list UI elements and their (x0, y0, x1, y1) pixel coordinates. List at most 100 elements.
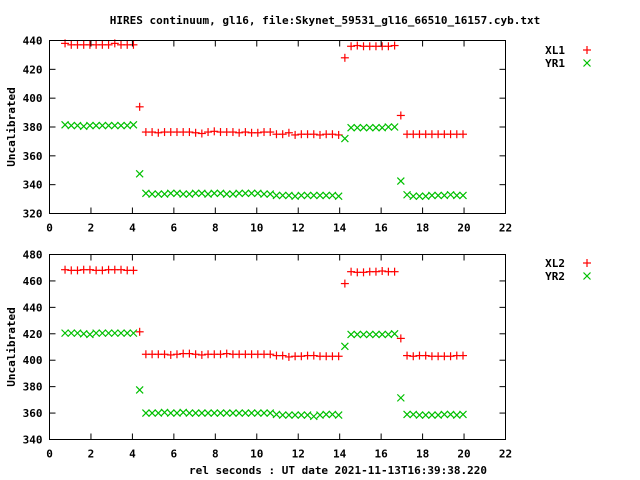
point-yr2 (98, 329, 107, 338)
legend-marker-xl2 (583, 259, 591, 267)
x-tick-label: 0 (46, 448, 53, 461)
y-tick-label: 420 (23, 328, 43, 341)
point-xl1 (241, 128, 250, 137)
x-tick-label: 16 (375, 222, 389, 235)
x-tick-label: 6 (171, 448, 178, 461)
point-yr2 (148, 409, 157, 417)
point-xl2 (222, 349, 231, 358)
y-tick-label: 320 (23, 208, 43, 221)
point-xl2 (129, 266, 138, 275)
point-xl2 (347, 267, 356, 276)
point-yr2 (266, 409, 275, 417)
point-xl2 (284, 352, 293, 361)
x-tick-label: 20 (457, 448, 470, 461)
point-xl2 (160, 350, 169, 359)
point-yr1 (415, 192, 424, 201)
point-xl2 (73, 266, 82, 275)
point-yr2 (260, 409, 268, 417)
y-tick-label: 400 (23, 354, 43, 367)
point-xl2 (98, 266, 107, 275)
point-xl1 (390, 41, 399, 50)
point-yr2 (334, 411, 343, 419)
point-yr2 (197, 409, 206, 417)
point-yr1 (434, 191, 443, 200)
point-yr1 (403, 190, 411, 199)
point-xl1 (291, 130, 300, 139)
point-xl2 (396, 334, 405, 343)
y-tick-label: 340 (23, 179, 43, 192)
x-tick-label: 10 (250, 448, 263, 461)
plot-2: Uncalibrated XL2 YR2 0 2 4 6 8 10 12 14 16 18 20 22… (5, 249, 591, 477)
point-yr2 (129, 329, 138, 338)
point-xl1 (135, 102, 144, 111)
legend-label-xl1: XL1 (545, 44, 565, 57)
point-xl1 (309, 130, 318, 139)
point-xl2 (390, 267, 399, 276)
point-xl2 (197, 350, 206, 359)
legend-label-yr2: YR2 (545, 270, 565, 283)
point-yr2 (403, 410, 411, 419)
point-yr2 (123, 329, 132, 338)
y-tick-label: 380 (23, 121, 43, 134)
point-yr1 (340, 134, 349, 143)
point-yr1 (396, 177, 405, 185)
point-yr1 (316, 191, 324, 200)
point-yr1 (179, 190, 188, 198)
point-yr2 (235, 409, 244, 417)
point-xl2 (61, 265, 70, 274)
point-yr1 (260, 190, 268, 198)
x-tick-label: 14 (333, 448, 347, 461)
x-tick-label: 0 (46, 222, 53, 235)
point-xl1 (384, 42, 393, 51)
point-yr2 (347, 330, 356, 339)
x-tick-label: 6 (171, 222, 178, 235)
plot-2-ylabel: Uncalibrated (5, 307, 18, 386)
point-xl1 (191, 128, 200, 137)
point-xl2 (185, 349, 194, 358)
point-yr2 (291, 411, 300, 419)
x-tick-label: 4 (129, 222, 136, 235)
point-yr1 (427, 191, 436, 200)
x-tick-label: 16 (375, 448, 389, 461)
legend-marker-yr1 (583, 59, 591, 67)
point-yr2 (154, 409, 163, 417)
point-xl1 (228, 128, 237, 137)
plot-1: Uncalibrated XL1 YR1 0 2 4 6 8 10 12 14 16 18 20 22… (5, 35, 591, 235)
point-yr1 (166, 189, 175, 198)
point-xl2 (371, 267, 380, 276)
point-yr1 (384, 123, 393, 131)
point-yr1 (85, 121, 94, 130)
point-xl1 (197, 129, 206, 138)
point-yr2 (117, 329, 125, 338)
x-tick-label: 12 (292, 448, 305, 461)
point-yr2 (340, 342, 349, 351)
point-yr2 (446, 410, 455, 419)
y-tick-label: 340 (23, 434, 43, 447)
point-yr1 (278, 191, 287, 200)
point-yr1 (129, 120, 138, 129)
point-yr1 (191, 189, 200, 198)
x-tick-label: 2 (88, 448, 95, 461)
point-xl1 (340, 53, 349, 62)
point-yr2 (409, 410, 418, 419)
point-xl2 (359, 268, 368, 277)
point-yr2 (396, 393, 405, 402)
point-yr1 (272, 191, 281, 200)
point-yr2 (241, 409, 250, 417)
point-yr2 (141, 409, 150, 417)
point-yr2 (328, 410, 337, 419)
point-yr2 (222, 409, 231, 417)
point-yr2 (173, 409, 181, 417)
point-yr2 (204, 409, 212, 417)
point-xl2 (297, 352, 306, 361)
point-yr2 (303, 411, 312, 419)
point-yr1 (135, 169, 144, 178)
point-yr1 (104, 121, 113, 130)
plot-2-frame (49, 254, 506, 440)
point-yr1 (303, 191, 312, 200)
x-tick-label: 4 (129, 448, 136, 461)
point-yr2 (384, 330, 393, 339)
y-tick-label: 360 (23, 150, 43, 163)
point-yr2 (459, 410, 467, 419)
x-tick-label: 10 (250, 222, 263, 235)
